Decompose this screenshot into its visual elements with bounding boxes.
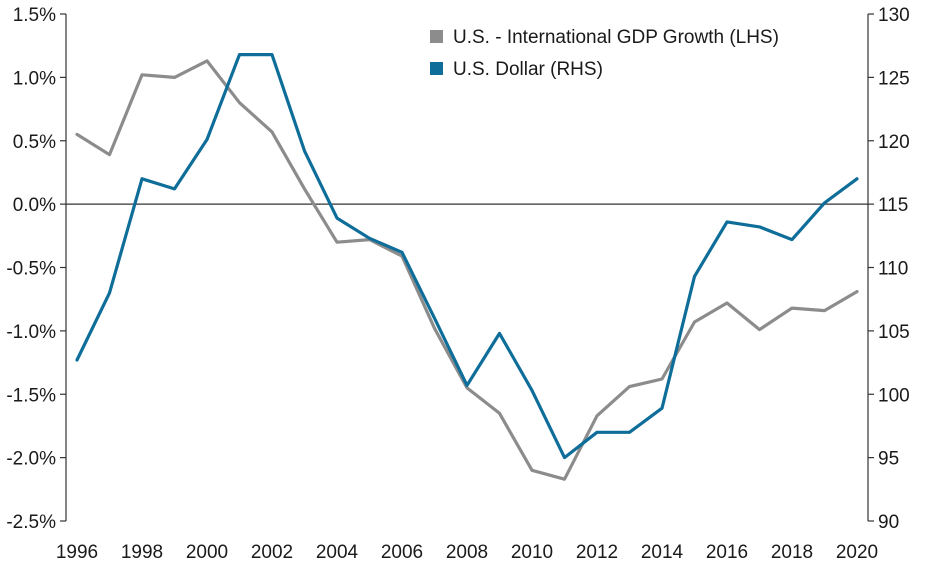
- right-axis-tick-label: 115: [878, 195, 908, 216]
- right-axis-tick-label: 95: [878, 449, 899, 470]
- right-axis-tick-label: 130: [878, 5, 910, 26]
- x-axis: 1996 1998 2000 2002 2004 2006 2008 2010 2012 2014…: [56, 542, 878, 563]
- left-axis-tick-label: -1.0%: [6, 322, 56, 343]
- series-layer: [75, 52, 859, 481]
- left-axis-tick-label: 1.0%: [13, 68, 56, 89]
- left-axis-tick-label: -2.5%: [6, 512, 56, 533]
- x-axis-tick-label: 2006: [381, 542, 423, 563]
- right-axis-tick-label: 125: [878, 68, 910, 89]
- legend-swatch: [430, 30, 443, 43]
- left-axis-tick-label: 0.5%: [13, 132, 56, 153]
- x-axis-tick-label: 2016: [706, 542, 748, 563]
- right-axis-tick-label: 90: [878, 512, 899, 533]
- x-axis-tick-label: 2020: [836, 542, 878, 563]
- legend: U.S. - International GDP Growth (LHS) U.S…: [430, 27, 779, 80]
- right-axis-tick-label: 120: [878, 132, 910, 153]
- x-axis-tick-label: 2002: [251, 542, 293, 563]
- x-axis-tick-label: 2004: [316, 542, 359, 563]
- legend-swatch: [430, 62, 443, 75]
- left-y-axis: 1.5% 1.0% 0.5% 0.0% -0.5% -1.0% -1.5% -2.0% -2.5…: [6, 5, 67, 533]
- left-axis-tick-label: -2.0%: [6, 449, 56, 470]
- x-axis-tick-label: 2014: [641, 542, 684, 563]
- right-axis-tick-label: 105: [878, 322, 910, 343]
- right-y-axis: 130 125 120 115 110 105 100 95 90: [867, 5, 910, 533]
- us-dollar-series-line: [75, 52, 859, 460]
- x-axis-tick-label: 2010: [511, 542, 553, 563]
- x-axis-tick-label: 1998: [121, 542, 163, 563]
- x-axis-tick-label: 2018: [771, 542, 813, 563]
- x-axis-tick-label: 1996: [56, 542, 98, 563]
- left-axis-tick-label: -1.5%: [6, 385, 56, 406]
- right-axis-tick-label: 110: [878, 259, 908, 280]
- x-axis-tick-label: 2012: [576, 542, 618, 563]
- left-axis-tick-label: -0.5%: [6, 259, 56, 280]
- x-axis-tick-label: 2008: [446, 542, 488, 563]
- left-axis-tick-label: 0.0%: [13, 195, 56, 216]
- right-axis-tick-label: 100: [878, 385, 910, 406]
- left-axis-tick-label: 1.5%: [13, 5, 56, 26]
- legend-label: U.S. Dollar (RHS): [453, 59, 603, 80]
- x-axis-tick-label: 2000: [186, 542, 228, 563]
- legend-label: U.S. - International GDP Growth (LHS): [453, 27, 779, 48]
- gdp-growth-series-line: [75, 59, 859, 481]
